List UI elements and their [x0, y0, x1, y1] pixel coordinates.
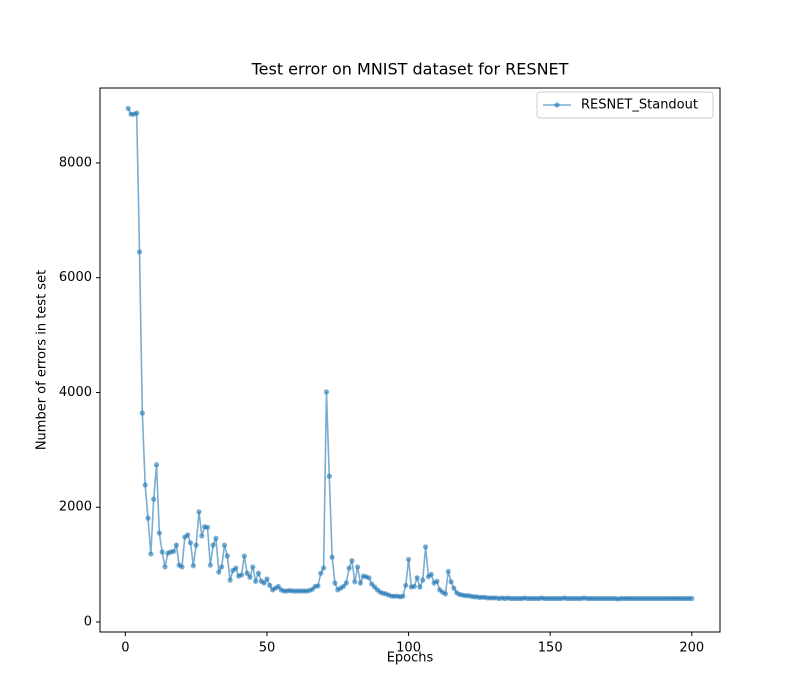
data-point: [156, 530, 162, 536]
data-point: [405, 556, 412, 563]
data-point: [233, 565, 239, 571]
data-point: [136, 249, 143, 255]
data-point: [451, 585, 457, 591]
data-point: [193, 542, 199, 548]
data-point: [204, 524, 211, 530]
y-tick-label: 4000: [59, 385, 92, 400]
data-point: [139, 410, 145, 416]
data-point: [255, 570, 262, 576]
data-point: [267, 582, 273, 588]
data-point: [170, 548, 177, 555]
data-point: [185, 532, 191, 538]
data-point: [145, 515, 151, 521]
data-point: [148, 551, 154, 557]
data-point: [196, 509, 202, 515]
x-axis-label: Epochs: [387, 651, 434, 666]
data-point: [159, 549, 165, 555]
data-point: [411, 583, 417, 590]
data-point: [241, 553, 247, 559]
data-point: [134, 110, 140, 116]
x-tick-label: 0: [121, 641, 129, 656]
data-point: [224, 553, 230, 559]
data-point: [244, 570, 250, 576]
data-point: [357, 580, 364, 586]
data-point: [275, 583, 281, 590]
data-point: [420, 577, 426, 583]
data-point: [434, 578, 440, 584]
data-point: [173, 542, 179, 548]
data-point: [340, 583, 347, 590]
data-point: [403, 582, 409, 588]
data-point: [187, 540, 194, 546]
chart-title: Test error on MNIST dataset for RESNET: [251, 60, 569, 79]
x-tick-label: 100: [396, 641, 421, 656]
data-point: [210, 542, 216, 548]
data-point: [442, 591, 449, 597]
y-tick-label: 8000: [59, 155, 92, 170]
data-point: [247, 574, 253, 580]
data-point: [352, 579, 358, 585]
data-point: [349, 558, 355, 564]
data-point: [238, 572, 245, 578]
x-tick-label: 150: [538, 641, 563, 656]
data-point: [151, 496, 157, 502]
data-point: [199, 533, 205, 539]
data-point: [689, 595, 695, 602]
data-point: [261, 580, 267, 586]
data-point: [125, 105, 131, 112]
data-point: [227, 577, 233, 583]
data-point: [346, 565, 352, 571]
y-axis-label: Number of errors in test set: [35, 270, 50, 450]
data-point: [318, 570, 324, 576]
data-point: [366, 575, 372, 581]
data-point: [190, 563, 196, 569]
data-point: [213, 535, 219, 541]
data-point: [142, 482, 148, 488]
data-point: [428, 571, 434, 577]
data-point: [162, 564, 168, 570]
data-point: [153, 462, 160, 468]
data-point: [315, 583, 321, 589]
data-point: [321, 565, 327, 571]
data-point: [414, 575, 420, 581]
data-point: [417, 584, 423, 590]
data-point: [343, 580, 349, 586]
data-point: [422, 544, 429, 550]
data-point: [326, 473, 332, 479]
data-point: [221, 542, 228, 548]
y-tick-label: 2000: [59, 500, 92, 515]
data-point: [207, 562, 213, 568]
legend-label: RESNET_Standout: [581, 98, 698, 113]
data-point: [219, 564, 225, 570]
x-tick-label: 200: [679, 641, 704, 656]
x-tick-label: 50: [259, 641, 276, 656]
data-point: [332, 580, 338, 586]
data-point: [448, 579, 454, 585]
axes-frame: [99, 87, 721, 633]
data-point: [323, 389, 330, 395]
y-tick-label: 6000: [59, 270, 92, 285]
series-line: [127, 108, 692, 600]
data-point: [445, 568, 451, 575]
legend-box: [536, 91, 714, 119]
data-point: [264, 576, 270, 582]
data-point: [253, 578, 259, 584]
data-point: [329, 554, 335, 560]
data-point: [400, 593, 406, 599]
data-point: [179, 564, 185, 570]
data-point: [250, 564, 256, 570]
data-point: [355, 564, 361, 570]
data-point: [216, 569, 222, 575]
y-tick-label: 0: [84, 615, 92, 630]
legend-marker: [554, 102, 560, 108]
